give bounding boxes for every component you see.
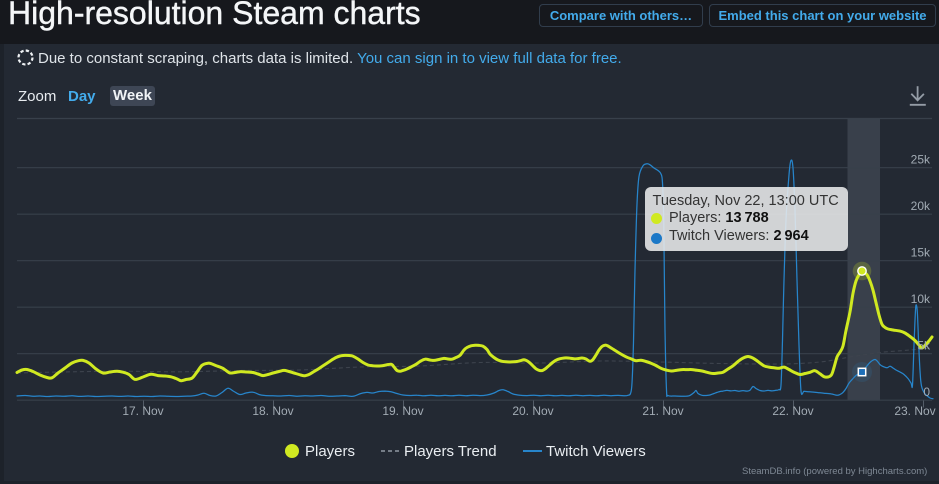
svg-text:15k: 15k <box>911 246 931 260</box>
svg-text:Players Trend: Players Trend <box>404 443 497 460</box>
svg-text:20. Nov: 20. Nov <box>512 404 553 418</box>
svg-text:Players: Players <box>305 443 355 460</box>
svg-text:Twitch Viewers: Twitch Viewers <box>546 443 646 460</box>
svg-text:18. Nov: 18. Nov <box>252 404 293 418</box>
svg-text:20k: 20k <box>911 199 931 213</box>
svg-text:19. Nov: 19. Nov <box>382 404 423 418</box>
svg-text:22. Nov: 22. Nov <box>772 404 813 418</box>
svg-text:17. Nov: 17. Nov <box>122 404 163 418</box>
svg-text:25k: 25k <box>911 153 931 167</box>
svg-text:10k: 10k <box>911 292 931 306</box>
svg-text:0: 0 <box>923 385 930 399</box>
svg-text:21. Nov: 21. Nov <box>642 404 683 418</box>
svg-text:5k: 5k <box>917 339 931 353</box>
svg-text:23. Nov: 23. Nov <box>894 404 935 418</box>
